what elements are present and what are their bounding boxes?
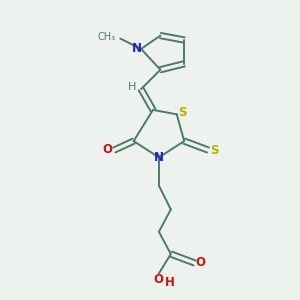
Text: H: H xyxy=(128,82,136,92)
Text: N: N xyxy=(154,151,164,164)
Text: CH₃: CH₃ xyxy=(98,32,116,42)
Text: O: O xyxy=(153,273,163,286)
Text: O: O xyxy=(103,142,113,156)
Text: N: N xyxy=(132,42,142,56)
Text: H: H xyxy=(164,276,174,290)
Text: S: S xyxy=(210,143,219,157)
Text: O: O xyxy=(196,256,206,269)
Text: S: S xyxy=(178,106,186,119)
